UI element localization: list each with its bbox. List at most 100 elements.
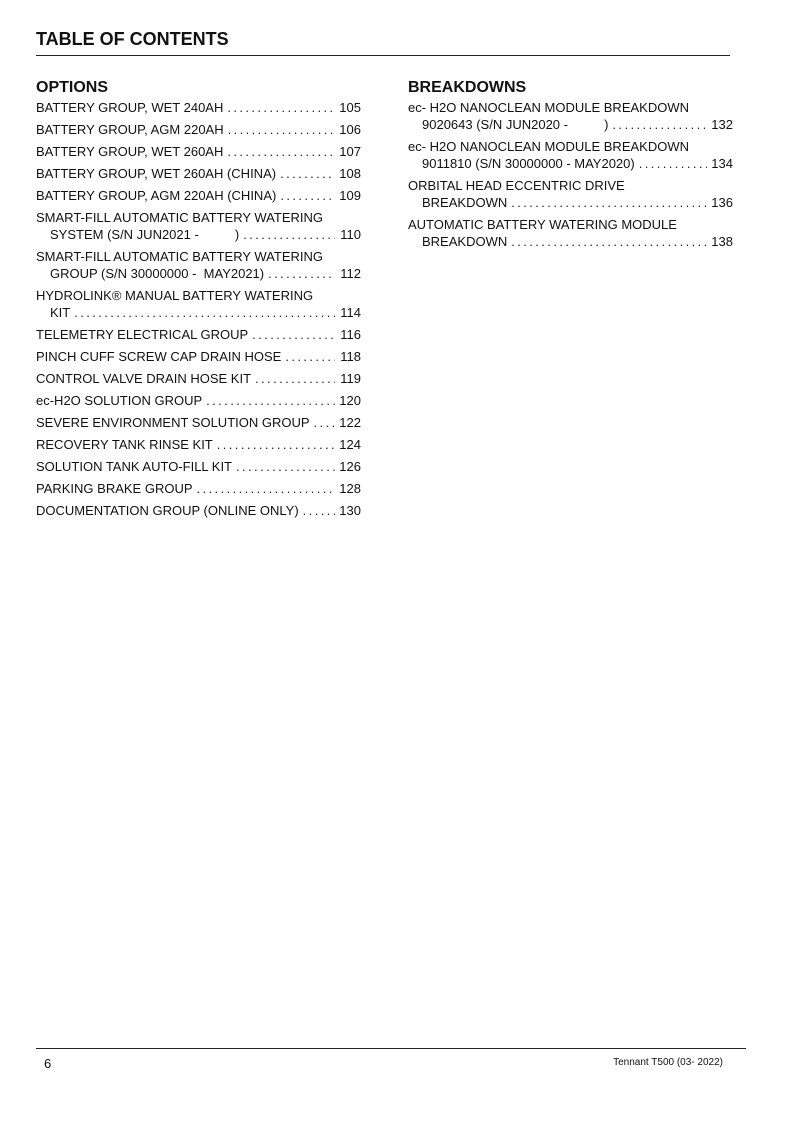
toc-page-number[interactable]: 138 (711, 234, 733, 249)
dot-leader: ........................................… (227, 100, 335, 115)
toc-entry-line: BATTERY GROUP, AGM 220AH................… (36, 121, 361, 138)
dot-leader: ........................................… (206, 393, 335, 408)
toc-entry-title: SOLUTION TANK AUTO-FILL KIT (36, 459, 233, 474)
toc-entry-title: KIT (50, 305, 71, 320)
dot-leader: ........................................… (268, 266, 335, 281)
dot-leader: ........................................… (612, 117, 707, 132)
toc-entry[interactable]: PARKING BRAKE GROUP.....................… (36, 480, 361, 497)
toc-entry-line: DOCUMENTATION GROUP (ONLINE ONLY).......… (36, 502, 361, 519)
dot-leader: ........................................… (280, 166, 335, 181)
toc-entry-line: SMART-FILL AUTOMATIC BATTERY WATERING (36, 248, 361, 265)
toc-entry-line: ec- H2O NANOCLEAN MODULE BREAKDOWN (408, 99, 733, 116)
dot-leader: ........................................… (252, 327, 335, 342)
toc-page-number[interactable]: 118 (340, 349, 361, 364)
toc-entry[interactable]: TELEMETRY ELECTRICAL GROUP..............… (36, 326, 361, 343)
toc-entry[interactable]: SMART-FILL AUTOMATIC BATTERY WATERING GRO… (36, 248, 361, 282)
toc-entry[interactable]: BATTERY GROUP, WET 260AH (CHINA)........… (36, 165, 361, 182)
dot-leader: ........................................… (511, 234, 707, 249)
toc-entry-title: BATTERY GROUP, AGM 220AH (CHINA) (36, 188, 277, 203)
toc-entry-title: GROUP (S/N 30000000 - MAY2021) (50, 266, 265, 281)
breakdowns-section: BREAKDOWNS ec- H2O NANOCLEAN MODULE BREA… (408, 78, 733, 255)
dot-leader: ........................................… (227, 122, 335, 137)
toc-entry-line: CONTROL VALVE DRAIN HOSE KIT............… (36, 370, 361, 387)
toc-entry[interactable]: BATTERY GROUP, AGM 220AH (CHINA)........… (36, 187, 361, 204)
toc-entry-title: SYSTEM (S/N JUN2021 - ) (50, 227, 240, 242)
toc-page-number[interactable]: 110 (340, 227, 361, 242)
toc-entry-title: DOCUMENTATION GROUP (ONLINE ONLY) (36, 503, 299, 518)
toc-entry[interactable]: SMART-FILL AUTOMATIC BATTERY WATERING SYS… (36, 209, 361, 243)
toc-entry-title: BATTERY GROUP, WET 260AH (CHINA) (36, 166, 277, 181)
toc-page-number[interactable]: 105 (339, 100, 361, 115)
toc-page-number[interactable]: 134 (711, 156, 733, 171)
toc-entry-title: PINCH CUFF SCREW CAP DRAIN HOSE (36, 349, 282, 364)
toc-page-number[interactable]: 128 (339, 481, 361, 496)
toc-entry-title: AUTOMATIC BATTERY WATERING MODULE (408, 217, 677, 232)
toc-entry-title: CONTROL VALVE DRAIN HOSE KIT (36, 371, 252, 386)
dot-leader: ........................................… (302, 503, 335, 518)
toc-entry-title: BREAKDOWN (422, 195, 508, 210)
toc-entry-title: BATTERY GROUP, WET 240AH (36, 100, 224, 115)
toc-entry[interactable]: DOCUMENTATION GROUP (ONLINE ONLY).......… (36, 502, 361, 519)
toc-entry-title: HYDROLINK® MANUAL BATTERY WATERING (36, 288, 314, 303)
dot-leader: ........................................… (280, 188, 335, 203)
toc-entry-line: ec-H2O SOLUTION GROUP...................… (36, 392, 361, 409)
toc-entry[interactable]: PINCH CUFF SCREW CAP DRAIN HOSE.........… (36, 348, 361, 365)
toc-entry-line: PARKING BRAKE GROUP.....................… (36, 480, 361, 497)
document-id: Tennant T500 (03- 2022) (613, 1057, 723, 1068)
dot-leader: ........................................… (255, 371, 335, 386)
toc-page-number[interactable]: 114 (340, 305, 361, 320)
toc-entry-title: 9020643 (S/N JUN2020 - ) (422, 117, 609, 132)
options-heading: OPTIONS (36, 79, 109, 96)
toc-entry[interactable]: AUTOMATIC BATTERY WATERING MODULE BREAKDO… (408, 216, 733, 250)
toc-entry-title: ec-H2O SOLUTION GROUP (36, 393, 203, 408)
toc-entry-line: HYDROLINK® MANUAL BATTERY WATERING (36, 287, 361, 304)
toc-page-number[interactable]: 126 (339, 459, 361, 474)
toc-entry-title: SMART-FILL AUTOMATIC BATTERY WATERING (36, 249, 324, 264)
toc-entry[interactable]: SOLUTION TANK AUTO-FILL KIT.............… (36, 458, 361, 475)
toc-entry-line: SMART-FILL AUTOMATIC BATTERY WATERING (36, 209, 361, 226)
toc-entry[interactable]: HYDROLINK® MANUAL BATTERY WATERING KIT...… (36, 287, 361, 321)
toc-page-number[interactable]: 122 (339, 415, 361, 430)
toc-entry-title: BREAKDOWN (422, 234, 508, 249)
toc-page-number[interactable]: 107 (339, 144, 361, 159)
toc-page-number[interactable]: 109 (339, 188, 361, 203)
toc-entry-title: BATTERY GROUP, AGM 220AH (36, 122, 224, 137)
toc-entry[interactable]: SEVERE ENVIRONMENT SOLUTION GROUP.......… (36, 414, 361, 431)
toc-entry[interactable]: BATTERY GROUP, WET 260AH................… (36, 143, 361, 160)
toc-entry[interactable]: RECOVERY TANK RINSE KIT.................… (36, 436, 361, 453)
toc-entry-title: BATTERY GROUP, WET 260AH (36, 144, 224, 159)
toc-entry-line: RECOVERY TANK RINSE KIT.................… (36, 436, 361, 453)
toc-page-number[interactable]: 120 (339, 393, 361, 408)
toc-page-number[interactable]: 119 (340, 371, 361, 386)
toc-entry-title: ec- H2O NANOCLEAN MODULE BREAKDOWN (408, 139, 689, 154)
toc-entry[interactable]: ORBITAL HEAD ECCENTRIC DRIVE BREAKDOWN...… (408, 177, 733, 211)
toc-page-number[interactable]: 130 (339, 503, 361, 518)
toc-page-number[interactable]: 108 (339, 166, 361, 181)
toc-entry[interactable]: CONTROL VALVE DRAIN HOSE KIT............… (36, 370, 361, 387)
toc-page-number[interactable]: 106 (339, 122, 361, 137)
toc-entry-line: SOLUTION TANK AUTO-FILL KIT.............… (36, 458, 361, 475)
toc-entry-line: ec- H2O NANOCLEAN MODULE BREAKDOWN (408, 138, 733, 155)
toc-entry-line: BATTERY GROUP, WET 260AH (CHINA)........… (36, 165, 361, 182)
toc-entry-title: RECOVERY TANK RINSE KIT (36, 437, 213, 452)
dot-leader: ........................................… (285, 349, 335, 364)
breakdowns-heading: BREAKDOWNS (408, 79, 527, 96)
dot-leader: ........................................… (216, 437, 335, 452)
toc-entry-line: 9020643 (S/N JUN2020 - )................… (408, 116, 733, 133)
toc-entry-title: 9011810 (S/N 30000000 - MAY2020) (422, 156, 635, 171)
toc-entry[interactable]: ec- H2O NANOCLEAN MODULE BREAKDOWN 902064… (408, 99, 733, 133)
page-title: TABLE OF CONTENTS (36, 29, 229, 49)
toc-entry[interactable]: BATTERY GROUP, WET 240AH................… (36, 99, 361, 116)
toc-entry[interactable]: ec-H2O SOLUTION GROUP...................… (36, 392, 361, 409)
toc-entry[interactable]: BATTERY GROUP, AGM 220AH................… (36, 121, 361, 138)
toc-entry-line: BREAKDOWN...............................… (408, 194, 733, 211)
toc-entry-line: SYSTEM (S/N JUN2021 - ).................… (36, 226, 361, 243)
toc-entry-line: SEVERE ENVIRONMENT SOLUTION GROUP.......… (36, 414, 361, 431)
toc-page-number[interactable]: 112 (340, 266, 361, 281)
toc-page-number[interactable]: 124 (339, 437, 361, 452)
toc-page-number[interactable]: 136 (711, 195, 733, 210)
toc-entry[interactable]: ec- H2O NANOCLEAN MODULE BREAKDOWN 901181… (408, 138, 733, 172)
dot-leader: ........................................… (196, 481, 335, 496)
toc-page-number[interactable]: 132 (711, 117, 733, 132)
toc-page-number[interactable]: 116 (340, 327, 361, 342)
